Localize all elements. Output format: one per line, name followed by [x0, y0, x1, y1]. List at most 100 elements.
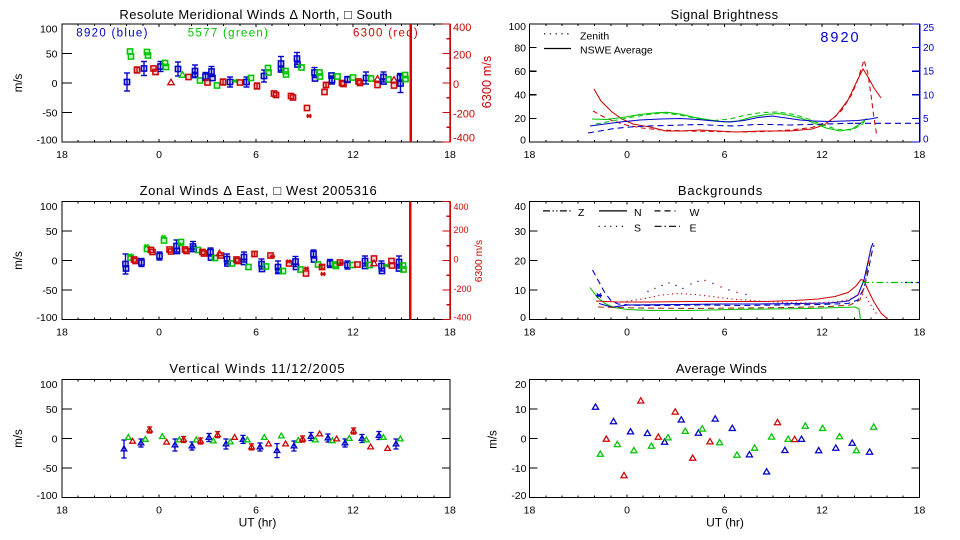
svg-text:18: 18 — [914, 149, 926, 161]
svg-text:m/s: m/s — [488, 430, 500, 449]
svg-text:0: 0 — [624, 505, 630, 517]
svg-text:0: 0 — [923, 134, 929, 145]
svg-text:Zenith: Zenith — [580, 30, 609, 42]
svg-text:m/s: m/s — [13, 73, 25, 92]
svg-text:E: E — [690, 223, 697, 235]
svg-text:200: 200 — [454, 225, 469, 235]
svg-text:-200: -200 — [454, 284, 472, 294]
svg-text:W: W — [690, 207, 700, 219]
svg-text:18: 18 — [56, 505, 68, 517]
svg-text:18: 18 — [444, 327, 456, 339]
svg-text:Resolute Meridional Winds Δ: Resolute Meridional Winds Δ North, □ Sou… — [119, 7, 392, 22]
svg-text:6: 6 — [722, 149, 728, 161]
svg-text:8920: 8920 — [820, 30, 860, 46]
svg-text:12: 12 — [347, 149, 359, 161]
svg-text:-50: -50 — [42, 463, 57, 475]
svg-text:Backgrounds: Backgrounds — [678, 183, 763, 198]
svg-text:Vertical Winds 11/12/2005: Vertical Winds 11/12/2005 — [169, 361, 345, 376]
svg-text:6: 6 — [722, 505, 728, 517]
svg-text:N: N — [634, 207, 642, 219]
svg-text:12: 12 — [347, 505, 359, 517]
svg-text:0: 0 — [52, 78, 58, 90]
svg-text:50: 50 — [46, 404, 58, 416]
svg-text:0: 0 — [156, 327, 162, 339]
svg-text:0: 0 — [52, 255, 58, 267]
svg-text:NSWE Average: NSWE Average — [580, 45, 653, 57]
svg-text:6300 (red): 6300 (red) — [353, 28, 419, 40]
svg-text:0: 0 — [52, 433, 58, 445]
svg-text:12: 12 — [816, 327, 828, 339]
svg-text:10: 10 — [515, 404, 527, 416]
svg-text:Average Winds: Average Winds — [676, 361, 767, 376]
svg-text:18: 18 — [914, 327, 926, 339]
svg-text:-100: -100 — [36, 312, 57, 324]
svg-text:400: 400 — [453, 22, 471, 34]
svg-text:25: 25 — [923, 23, 935, 34]
svg-text:-400: -400 — [454, 313, 472, 323]
svg-text:50: 50 — [46, 48, 58, 60]
svg-text:10: 10 — [514, 285, 526, 297]
svg-text:20: 20 — [515, 379, 527, 391]
svg-text:18: 18 — [524, 505, 536, 517]
svg-text:5577 (green): 5577 (green) — [188, 28, 269, 40]
svg-text:18: 18 — [56, 149, 68, 161]
svg-text:8920 (blue): 8920 (blue) — [76, 28, 148, 40]
svg-text:200: 200 — [453, 49, 471, 61]
svg-text:0: 0 — [156, 505, 162, 517]
svg-text:-50: -50 — [42, 107, 57, 119]
svg-text:100: 100 — [40, 201, 58, 213]
svg-text:20: 20 — [923, 43, 935, 54]
svg-text:5: 5 — [923, 114, 929, 125]
svg-text:UT (hr): UT (hr) — [706, 516, 744, 530]
svg-text:0: 0 — [624, 149, 630, 161]
svg-text:0: 0 — [520, 134, 526, 146]
svg-text:400: 400 — [454, 202, 469, 212]
svg-text:-20: -20 — [511, 490, 526, 502]
svg-text:0: 0 — [453, 79, 459, 91]
svg-text:6300 m/s: 6300 m/s — [474, 240, 485, 282]
svg-text:-100: -100 — [36, 490, 57, 502]
svg-text:Z: Z — [578, 207, 585, 219]
svg-text:12: 12 — [347, 327, 359, 339]
svg-text:15: 15 — [923, 67, 935, 78]
svg-text:UT (hr): UT (hr) — [239, 516, 277, 530]
svg-text:30: 30 — [514, 226, 526, 238]
svg-text:60: 60 — [514, 66, 526, 78]
svg-text:m/s: m/s — [13, 251, 25, 270]
svg-text:12: 12 — [816, 149, 828, 161]
svg-text:-400: -400 — [453, 133, 475, 145]
svg-text:Zonal Winds Δ East, □ West: Zonal Winds Δ East, □ West 2005316 — [140, 183, 378, 198]
svg-text:80: 80 — [514, 42, 526, 54]
svg-text:Signal Brightness: Signal Brightness — [671, 7, 779, 22]
svg-text:12: 12 — [816, 505, 828, 517]
svg-text:20: 20 — [514, 255, 526, 267]
svg-text:-200: -200 — [453, 108, 475, 120]
svg-text:10: 10 — [923, 90, 935, 101]
svg-text:0: 0 — [156, 149, 162, 161]
svg-text:18: 18 — [914, 505, 926, 517]
svg-text:40: 40 — [514, 201, 526, 213]
svg-text:0: 0 — [624, 327, 630, 339]
svg-text:6: 6 — [722, 327, 728, 339]
svg-text:18: 18 — [444, 505, 456, 517]
svg-text:100: 100 — [40, 379, 58, 391]
svg-text:0: 0 — [454, 254, 459, 264]
svg-text:100: 100 — [508, 21, 526, 33]
svg-text:0: 0 — [520, 312, 526, 324]
svg-text:-50: -50 — [42, 285, 57, 297]
svg-text:18: 18 — [444, 149, 456, 161]
svg-text:18: 18 — [524, 327, 536, 339]
svg-text:6300 m/s: 6300 m/s — [479, 56, 494, 109]
svg-text:18: 18 — [56, 327, 68, 339]
svg-text:20: 20 — [514, 113, 526, 125]
svg-text:6: 6 — [253, 149, 259, 161]
svg-text:S: S — [634, 223, 641, 235]
svg-text:6: 6 — [253, 327, 259, 339]
svg-text:0: 0 — [521, 433, 527, 445]
svg-text:6: 6 — [253, 505, 259, 517]
svg-text:18: 18 — [524, 149, 536, 161]
svg-text:m/s: m/s — [13, 429, 25, 448]
svg-text:-10: -10 — [511, 463, 526, 475]
svg-text:100: 100 — [40, 23, 58, 35]
svg-text:40: 40 — [514, 90, 526, 102]
